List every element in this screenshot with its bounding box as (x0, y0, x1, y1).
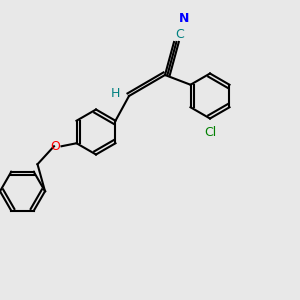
Text: C: C (176, 28, 184, 40)
Text: H: H (111, 86, 120, 100)
Text: Cl: Cl (204, 126, 216, 139)
Text: N: N (178, 13, 189, 26)
Text: O: O (50, 140, 60, 153)
